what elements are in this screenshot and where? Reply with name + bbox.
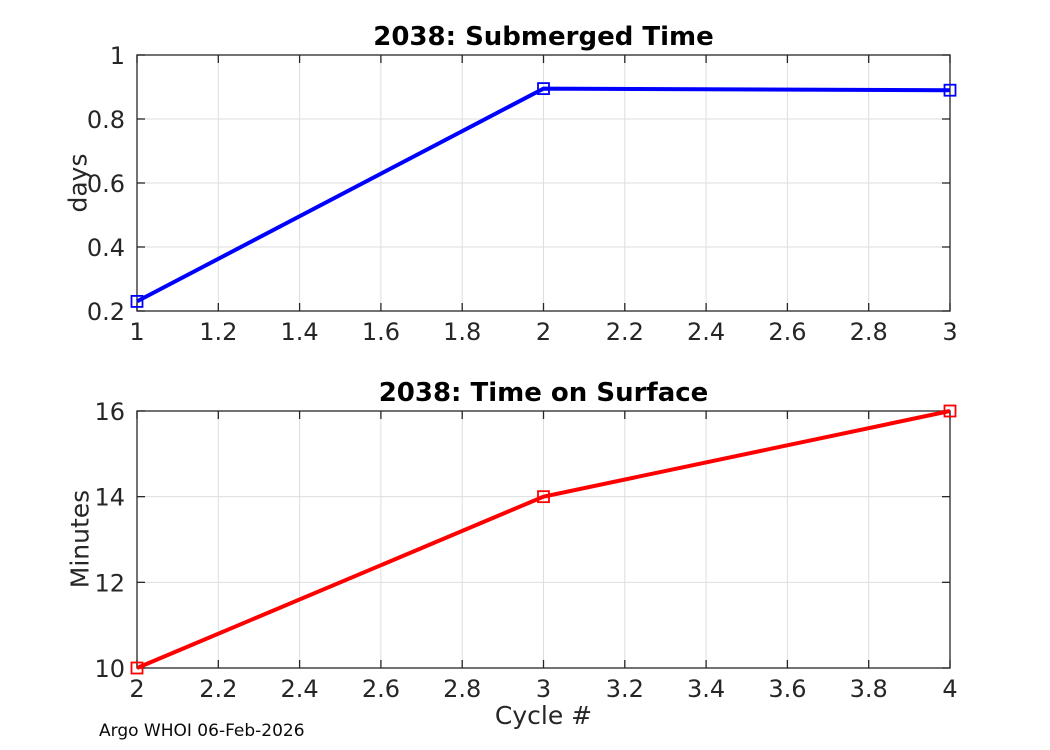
y-tick-label: 1 [110,42,125,70]
submerged-yaxis-label: days [63,153,93,213]
surface-time-chart-title: 2038: Time on Surface [378,378,709,408]
x-tick-label: 2.8 [850,318,888,346]
time_on_surface-data-marker [537,490,550,504]
submerged-time-chart-title: 2038: Submerged Time [373,22,714,52]
submerged_time-data-marker [943,83,957,97]
watermark-text: Argo WHOI 06-Feb-2026 [99,721,305,741]
submerged_time-plot: 1 1.2 1.4 1.6 1.8 2 2.2 2.4 2.6 2.8 3 0.2 0.4 0.6 0.8 1 [87,42,958,346]
x-tick-label: 2.6 [768,318,806,346]
x-tick-label: 1.2 [199,318,237,346]
x-tick-label: 2 [536,318,551,346]
submerged_time-data-marker [537,82,550,95]
x-tick-label: 3 [536,675,551,703]
cycle-xaxis-label: Cycle # [494,701,593,730]
x-tick-label: 2 [129,675,144,703]
time_on_surface-data-line [136,409,951,670]
x-tick-label: 2.2 [199,675,237,703]
x-tick-label: 3.2 [606,675,644,703]
y-tick-label: 0.2 [87,298,125,326]
y-tick-label: 16 [94,398,125,426]
time_on_surface-plot: 2 2.2 2.4 2.6 2.8 3 3.2 3.4 3.6 3.8 4 10 12 14 16 [94,398,957,703]
surface-yaxis-label: Minutes [65,489,95,589]
y-tick-label: 0.4 [87,234,125,262]
x-tick-label: 2.4 [281,675,319,703]
x-tick-label: 2.8 [443,675,481,703]
x-tick-label: 3.4 [687,675,725,703]
y-tick-label: 10 [94,655,125,683]
time_on_surface-data-marker [130,661,144,675]
y-tick-label: 0.8 [87,106,125,134]
x-tick-label: 2.6 [362,675,400,703]
y-tick-label: 0.6 [87,170,125,198]
y-tick-label: 14 [94,484,125,512]
x-tick-label: 3.8 [850,675,888,703]
time_on_surface-data-marker [943,404,957,418]
submerged_time-data-marker [130,294,144,308]
x-tick-label: 3.6 [768,675,806,703]
x-tick-label: 1.6 [362,318,400,346]
x-tick-label: 3 [942,318,957,346]
submerged_time-data-line [136,86,951,304]
x-tick-label: 2.2 [606,318,644,346]
y-tick-label: 12 [94,569,125,597]
x-tick-label: 1 [129,318,144,346]
x-tick-label: 1.4 [281,318,319,346]
x-tick-label: 1.8 [443,318,481,346]
x-tick-label: 2.4 [687,318,725,346]
x-tick-label: 4 [942,675,957,703]
